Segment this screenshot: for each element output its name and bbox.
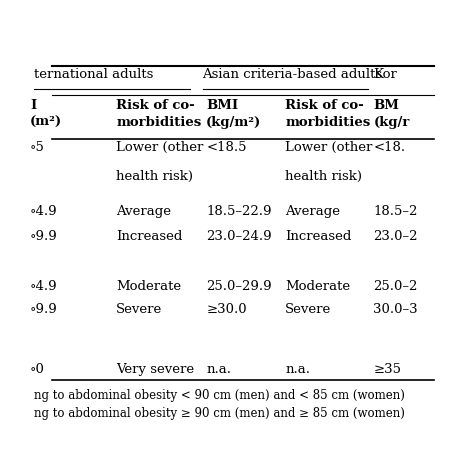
Text: Risk of co-: Risk of co- xyxy=(285,99,364,112)
Text: 18.5–22.9: 18.5–22.9 xyxy=(206,205,272,218)
Text: n.a.: n.a. xyxy=(285,364,310,376)
Text: (kg/r: (kg/r xyxy=(374,117,410,129)
Text: 23.0–24.9: 23.0–24.9 xyxy=(206,230,272,243)
Text: Moderate: Moderate xyxy=(116,280,182,292)
Text: Increased: Increased xyxy=(285,230,352,243)
Text: 30.0–3: 30.0–3 xyxy=(374,303,418,316)
Text: ng to abdominal obesity < 90 cm (men) and < 85 cm (women): ng to abdominal obesity < 90 cm (men) an… xyxy=(34,389,404,402)
Text: 18.5–2: 18.5–2 xyxy=(374,205,418,218)
Text: Very severe: Very severe xyxy=(116,364,194,376)
Text: <18.5: <18.5 xyxy=(206,141,246,154)
Text: 25.0–2: 25.0–2 xyxy=(374,280,418,292)
Text: Severe: Severe xyxy=(116,303,163,316)
Text: (m²): (m²) xyxy=(30,117,62,129)
Text: Average: Average xyxy=(116,205,171,218)
Text: Risk of co-: Risk of co- xyxy=(116,99,195,112)
Text: BM: BM xyxy=(374,99,399,112)
Text: ∘9.9: ∘9.9 xyxy=(30,303,58,316)
Text: health risk): health risk) xyxy=(116,170,193,183)
Text: (kg/m²): (kg/m²) xyxy=(206,117,262,129)
Text: ≥35: ≥35 xyxy=(374,364,401,376)
Text: ∘4.9: ∘4.9 xyxy=(30,280,57,292)
Text: <18.: <18. xyxy=(374,141,405,154)
Text: Lower (other: Lower (other xyxy=(116,141,203,154)
Text: ∘0: ∘0 xyxy=(30,364,45,376)
Text: ng to abdominal obesity ≥ 90 cm (men) and ≥ 85 cm (women): ng to abdominal obesity ≥ 90 cm (men) an… xyxy=(34,407,404,420)
Text: n.a.: n.a. xyxy=(206,364,231,376)
Text: I: I xyxy=(30,99,36,112)
Text: BMI: BMI xyxy=(206,99,238,112)
Text: morbidities: morbidities xyxy=(285,117,370,129)
Text: Moderate: Moderate xyxy=(285,280,350,292)
Text: Kor: Kor xyxy=(374,68,397,81)
Text: Asian criteria-based adults: Asian criteria-based adults xyxy=(202,68,383,81)
Text: ternational adults: ternational adults xyxy=(34,68,153,81)
Text: 23.0–2: 23.0–2 xyxy=(374,230,418,243)
Text: ∘9.9: ∘9.9 xyxy=(30,230,58,243)
Text: ≥30.0: ≥30.0 xyxy=(206,303,247,316)
Text: health risk): health risk) xyxy=(285,170,362,183)
Text: Average: Average xyxy=(285,205,340,218)
Text: Increased: Increased xyxy=(116,230,182,243)
Text: morbidities: morbidities xyxy=(116,117,201,129)
Text: 25.0–29.9: 25.0–29.9 xyxy=(206,280,272,292)
Text: ∘5: ∘5 xyxy=(30,141,45,154)
Text: Severe: Severe xyxy=(285,303,331,316)
Text: Lower (other: Lower (other xyxy=(285,141,373,154)
Text: ∘4.9: ∘4.9 xyxy=(30,205,57,218)
